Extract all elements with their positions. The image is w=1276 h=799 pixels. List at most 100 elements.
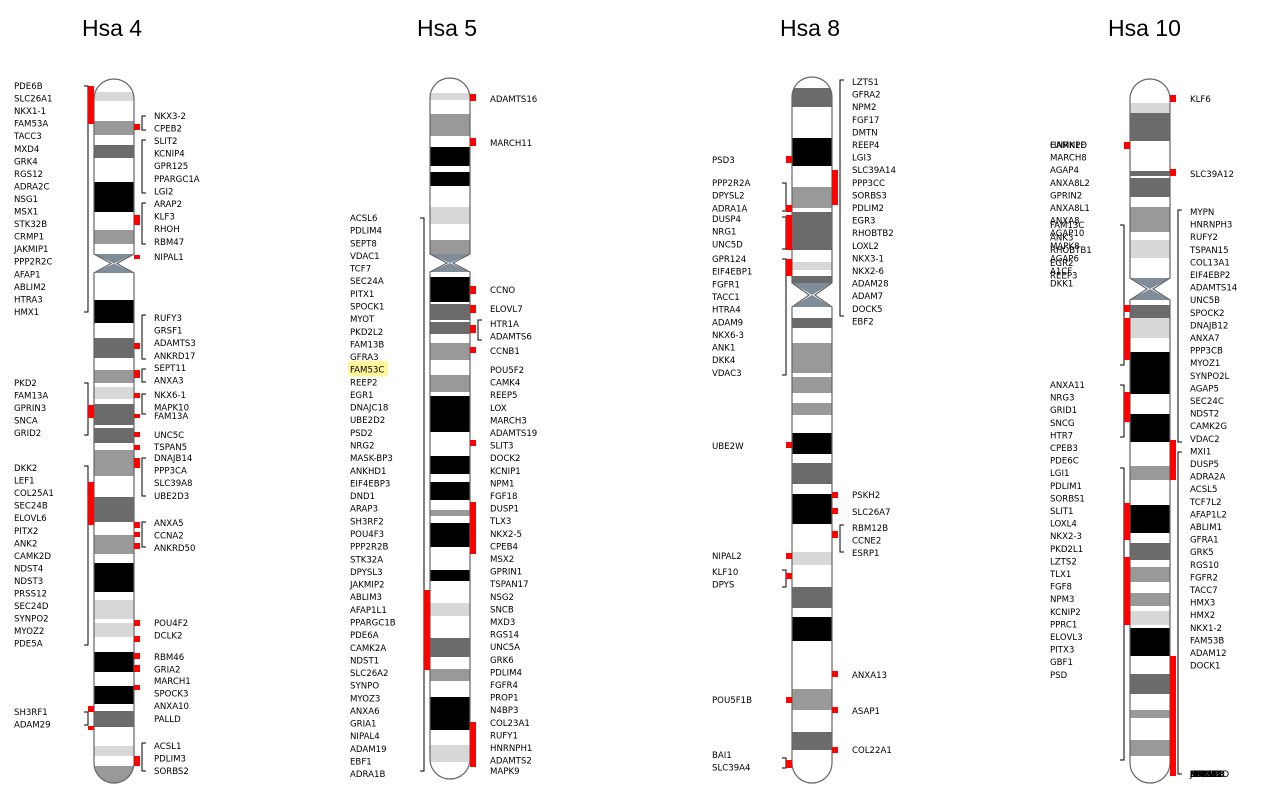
gene-label: SEC24D bbox=[14, 602, 49, 612]
gene-label: ABLIM3 bbox=[350, 593, 382, 603]
gene-label: ANXA8L2 bbox=[1050, 179, 1090, 189]
gene-label: SEPT11 bbox=[154, 364, 186, 374]
gene-label: GPRIN3 bbox=[14, 404, 46, 414]
synteny-marker-right bbox=[470, 325, 476, 333]
left-bracket bbox=[84, 711, 89, 726]
gene-label: MSX2 bbox=[490, 555, 514, 565]
gene-label: ADAMTS14 bbox=[1190, 284, 1237, 294]
gene-label: HNRNPF bbox=[1050, 141, 1085, 151]
right-bracket bbox=[141, 393, 146, 415]
chromosome-band bbox=[1130, 178, 1170, 197]
gene-label: PDLIM3 bbox=[154, 755, 186, 765]
gene-label: NPM2 bbox=[852, 103, 877, 113]
gene-label: UBE2D2 bbox=[350, 416, 385, 426]
gene-label: PKD2 bbox=[14, 379, 37, 389]
right-bracket bbox=[141, 202, 146, 245]
synteny-marker-right bbox=[470, 440, 476, 446]
left-bracket bbox=[782, 569, 787, 588]
gene-label: SLC26A7 bbox=[852, 508, 891, 518]
gene-label: TLX3 bbox=[489, 517, 511, 527]
gene-label: PITX2 bbox=[14, 527, 38, 537]
centromere-upper bbox=[94, 254, 134, 264]
gene-label: RHOH bbox=[154, 225, 180, 235]
gene-label: FGFR1 bbox=[712, 280, 740, 290]
synteny-marker-right bbox=[134, 414, 140, 418]
gene-label: EIF4EBP3 bbox=[350, 479, 390, 489]
gene-label: GPR125 bbox=[154, 162, 188, 172]
gene-label: FAM53B bbox=[1190, 636, 1224, 646]
synteny-marker-left bbox=[1124, 557, 1130, 625]
centromere-lower bbox=[430, 263, 470, 272]
gene-label: GRK6 bbox=[490, 656, 514, 666]
right-bracket bbox=[1177, 209, 1182, 443]
gene-label: SEC24C bbox=[1190, 397, 1224, 407]
chromosome-band bbox=[1130, 352, 1170, 394]
gene-label: RGS10 bbox=[1190, 561, 1219, 571]
gene-label: ABLIM2 bbox=[14, 283, 46, 293]
gene-label: ANK1 bbox=[712, 344, 735, 354]
chromosome-band bbox=[1130, 171, 1170, 176]
gene-label: EGR2 bbox=[1050, 259, 1074, 269]
chromosome-hsa4-group: Hsa 4 PDE6B SLC26A1 NKX1-1 FAM53A TACC3 MXD4 G… bbox=[13, 15, 200, 784]
gene-label: PPP3CA bbox=[154, 467, 187, 477]
gene-label: PDLIM4 bbox=[490, 668, 522, 678]
gene-label: ANKHD1 bbox=[350, 467, 387, 477]
synteny-marker-right bbox=[134, 458, 140, 468]
gene-label: NRG1 bbox=[712, 228, 737, 238]
synteny-marker-right bbox=[134, 756, 140, 766]
gene-label: TSPAN5 bbox=[153, 443, 187, 453]
gene-label: PDE6B bbox=[14, 82, 43, 92]
gene-label: ANXA3 bbox=[154, 377, 184, 387]
synteny-marker-right bbox=[832, 747, 838, 753]
synteny-marker-right bbox=[470, 305, 476, 313]
gene-label: SPOCK1 bbox=[350, 302, 385, 312]
left-bracket bbox=[84, 465, 89, 646]
right-bracket bbox=[141, 314, 146, 360]
chromosome-band bbox=[792, 187, 832, 208]
gene-label: ANXA5 bbox=[154, 519, 184, 529]
synteny-marker-left bbox=[88, 726, 94, 730]
gene-label: ESRP1 bbox=[852, 549, 880, 559]
gene-label: AGAP5 bbox=[1190, 384, 1219, 394]
synteny-marker-left bbox=[786, 259, 792, 276]
gene-label: NPM1 bbox=[490, 479, 515, 489]
gene-label: ADAM12 bbox=[1190, 649, 1227, 659]
left-bracket bbox=[84, 382, 89, 436]
chromosome-band bbox=[792, 138, 832, 166]
gene-label: REEP3 bbox=[1050, 271, 1077, 281]
centromere-upper bbox=[1130, 278, 1170, 289]
synteny-marker-left bbox=[424, 590, 430, 670]
gene-label: RGS14 bbox=[490, 631, 519, 641]
chromosome-band bbox=[1130, 318, 1170, 338]
gene-label: ANXA6 bbox=[350, 707, 380, 717]
chromosome-band bbox=[792, 552, 832, 565]
synteny-marker-left bbox=[786, 205, 792, 212]
gene-label: ACSL6 bbox=[350, 214, 377, 224]
gene-label: ADAM19 bbox=[350, 745, 387, 755]
gene-label: ARAP3 bbox=[350, 505, 378, 515]
synteny-marker-right bbox=[134, 124, 140, 130]
gene-label: PPP3CB bbox=[1190, 347, 1223, 357]
chromosome-band bbox=[94, 600, 134, 619]
gene-label: COL25A1 bbox=[14, 489, 54, 499]
gene-label: NPM3 bbox=[1050, 595, 1075, 605]
chromosome-band bbox=[1130, 593, 1170, 606]
gene-label: AGAP10 bbox=[1050, 229, 1084, 239]
gene-label: ADAMTS2 bbox=[490, 757, 532, 767]
chromosome-band bbox=[792, 318, 832, 328]
gene-label: ADAM7 bbox=[852, 292, 883, 302]
gene-label: EGR3 bbox=[852, 217, 876, 227]
chromosome-band bbox=[430, 523, 470, 547]
chromosome-band bbox=[430, 240, 470, 254]
gene-label: DKK4 bbox=[712, 356, 735, 366]
gene-label: SEPT8 bbox=[350, 239, 377, 249]
gene-label: ANXA7 bbox=[1190, 334, 1220, 344]
right-bracket bbox=[1177, 451, 1182, 775]
chromosome-band bbox=[792, 617, 832, 641]
gene-label: TCF7L2 bbox=[1189, 498, 1221, 508]
gene-label: NKX2-5 bbox=[490, 530, 522, 540]
left-bracket bbox=[1120, 384, 1125, 438]
synteny-marker-left bbox=[88, 405, 94, 418]
gene-label: NKX3-1 bbox=[852, 254, 884, 264]
